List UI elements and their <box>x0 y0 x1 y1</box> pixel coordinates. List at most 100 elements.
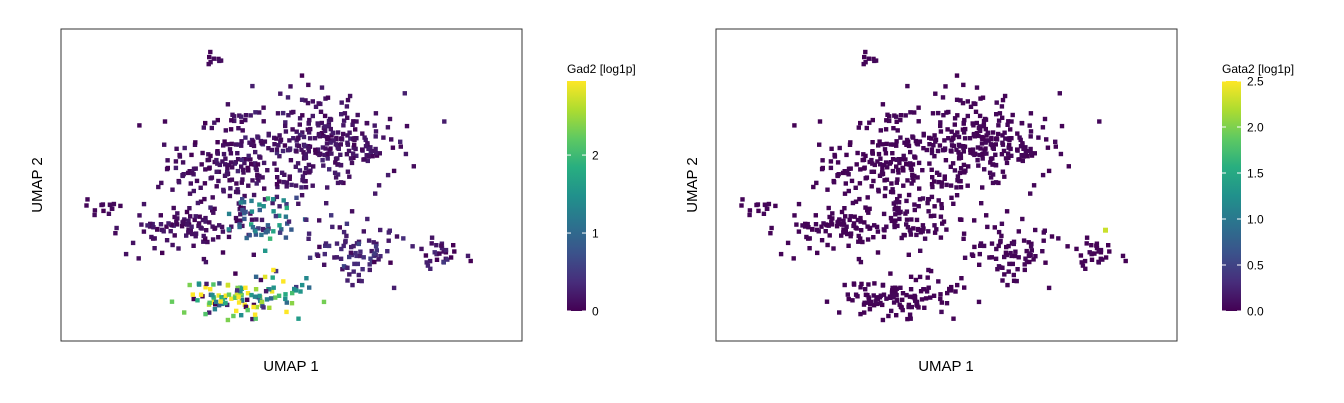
hex-bin <box>216 178 221 184</box>
hex-bin <box>866 282 871 287</box>
hex-bin <box>996 118 1002 123</box>
hex-bin <box>233 295 238 300</box>
hex-bin <box>928 268 934 274</box>
hex-bin <box>853 292 859 297</box>
hex-bin <box>740 197 745 202</box>
hex-bin <box>285 95 291 100</box>
hex-bin <box>220 301 225 307</box>
hex-bin <box>930 175 935 180</box>
hex-bin <box>276 293 282 298</box>
hex-bin <box>262 186 267 191</box>
colorbar-tick-label: 0.0 <box>1247 305 1264 319</box>
hex-bin <box>211 210 216 215</box>
hex-bin <box>179 224 185 229</box>
hex-bin <box>349 160 355 166</box>
hex-bin <box>906 304 911 310</box>
hex-bin <box>233 271 238 276</box>
hex-bin <box>1028 244 1034 249</box>
hex-bin <box>870 161 875 166</box>
hex-bin <box>290 127 295 132</box>
hex-bin <box>916 119 921 124</box>
hex-bin <box>210 237 216 242</box>
hex-bin <box>883 151 889 156</box>
hex-bin <box>333 160 338 165</box>
hex-bin <box>895 177 900 182</box>
hex-bin <box>424 260 429 265</box>
hex-bin <box>1010 112 1015 118</box>
hex-bin <box>904 292 909 298</box>
hex-bin <box>448 255 454 260</box>
hex-bin <box>982 167 987 172</box>
hex-bin <box>253 274 259 279</box>
hex-bin <box>256 178 261 183</box>
hex-bin <box>844 224 849 229</box>
hex-bin <box>1028 111 1034 116</box>
hex-bin <box>925 200 930 206</box>
hex-bin <box>468 258 473 264</box>
hex-bin <box>233 215 239 221</box>
hex-bin <box>141 229 147 234</box>
hex-bin <box>207 300 212 305</box>
hex-bin <box>950 136 956 141</box>
hex-bin <box>905 178 910 183</box>
hex-bin <box>1009 119 1014 124</box>
hex-bin <box>323 243 328 248</box>
hex-bin <box>356 241 361 247</box>
hex-bin <box>305 127 311 132</box>
hex-bin <box>208 153 213 159</box>
hex-bin <box>306 120 311 126</box>
hex-bin <box>906 192 912 198</box>
hex-bin <box>958 166 964 171</box>
hex-bin <box>273 213 279 219</box>
hex-bin <box>338 256 344 261</box>
hex-bin <box>207 220 212 225</box>
colorbar-gradient <box>567 81 586 311</box>
hex-bin <box>1000 142 1006 147</box>
hex-bin <box>945 127 950 132</box>
hex-bin <box>345 265 350 270</box>
hex-bin <box>191 243 196 248</box>
hex-bin <box>985 130 990 136</box>
hex-bin <box>171 205 176 211</box>
hex-bin <box>1045 145 1051 150</box>
hex-bin <box>974 120 979 126</box>
hex-bin <box>834 224 840 229</box>
hex-bin <box>972 244 977 250</box>
hex-bin <box>863 49 868 55</box>
hex-bin <box>871 235 876 240</box>
hex-bin <box>266 133 271 138</box>
hex-bin <box>852 214 857 219</box>
hex-bin <box>301 150 306 155</box>
hex-bin <box>908 229 913 234</box>
hex-bin <box>952 132 958 138</box>
hex-bin <box>1094 245 1100 251</box>
hex-bin <box>861 157 867 162</box>
hex-bin <box>955 174 961 179</box>
hex-bin <box>349 209 355 214</box>
hex-bin <box>857 196 862 202</box>
hex-bin <box>323 146 328 151</box>
hex-bin <box>977 251 982 257</box>
hex-bin <box>235 151 240 156</box>
hex-bin <box>869 169 874 174</box>
hex-bin <box>276 179 282 184</box>
hex-bin <box>1097 119 1102 124</box>
hex-bin <box>335 162 341 167</box>
hex-bin <box>879 172 885 177</box>
hex-bin <box>201 233 206 239</box>
hex-bin <box>927 142 932 147</box>
hex-bin <box>111 201 117 207</box>
hex-bin <box>345 278 350 283</box>
hex-bin <box>926 229 931 234</box>
hex-bin <box>918 248 923 253</box>
hex-bin <box>923 296 929 301</box>
hex-bin <box>226 234 232 240</box>
hex-bin <box>250 178 255 183</box>
hex-bin <box>315 253 321 258</box>
hex-bin <box>261 204 266 209</box>
hex-bin <box>212 120 217 125</box>
hex-bin <box>443 250 449 255</box>
hex-bin <box>239 157 244 162</box>
hex-bin <box>331 138 336 143</box>
hex-bin <box>221 187 226 193</box>
